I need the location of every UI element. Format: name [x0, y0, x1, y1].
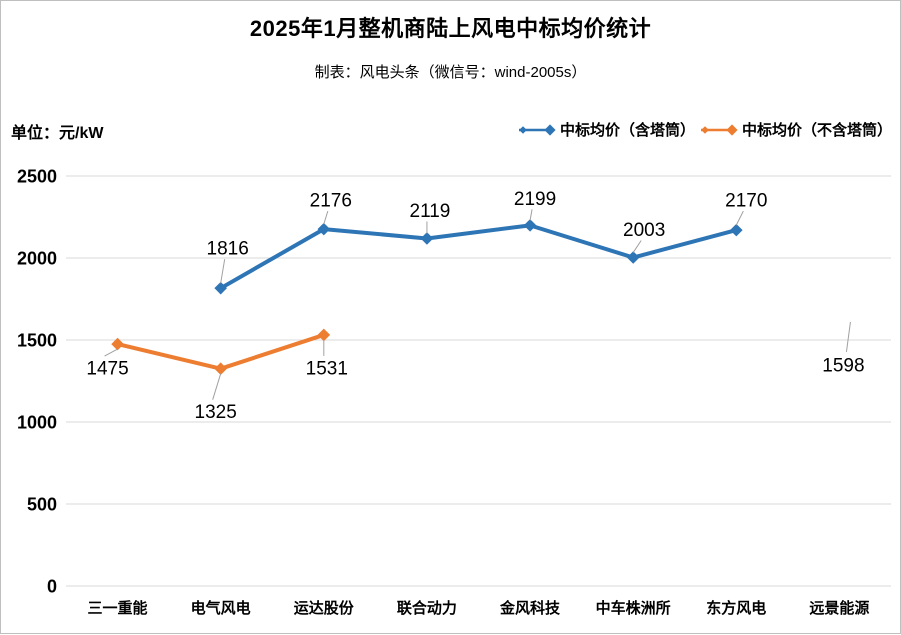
data-point-marker [523, 219, 537, 232]
x-axis-category-label: 远景能源 [809, 599, 869, 617]
leader-line [845, 321, 851, 352]
y-axis-tick-label: 2500 [17, 167, 57, 187]
chart-plot: 0 500 1000 1500 2000 2500 三一重能 电气风电 运达股份 联合动力 金风科技… [17, 167, 891, 617]
series-line-0 [218, 223, 739, 291]
leader-line [220, 259, 226, 284]
data-point-marker [214, 362, 227, 375]
leader-line [632, 240, 642, 253]
data-point-marker [111, 337, 124, 351]
data-point-marker [214, 281, 227, 295]
data-point-marker [626, 251, 640, 264]
y-axis-tick-label: 1500 [17, 331, 57, 351]
leader-line [529, 209, 533, 221]
y-axis-tick-label: 2000 [17, 249, 57, 269]
x-axis-category-label: 中车株洲所 [596, 599, 671, 617]
data-point-label: 2176 [310, 191, 352, 212]
x-axis-category-label: 运达股份 [294, 599, 355, 617]
legend-line-marker-icon [518, 123, 556, 136]
chart-subtitle: 制表：风电头条（微信号：wind-2005s） [314, 64, 587, 81]
legend: 中标均价（含塔筒） 中标均价（不含塔筒） [515, 119, 892, 140]
data-point-marker [420, 232, 434, 245]
data-point-label: 2170 [725, 191, 767, 212]
data-point-label: 1325 [195, 402, 237, 423]
data-point-label: 1598 [822, 355, 864, 376]
y-axis-tick-label: 500 [27, 495, 57, 515]
legend-item-label: 中标均价（含塔筒） [559, 122, 695, 139]
data-point-marker [317, 328, 331, 342]
leader-line [735, 210, 744, 226]
x-axis-category-label: 联合动力 [397, 599, 457, 617]
unit-label: 单位：元/kW [11, 125, 104, 142]
data-point-label: 2119 [410, 201, 451, 222]
data-point-label: 2003 [623, 220, 665, 241]
data-point-marker [730, 223, 743, 237]
legend-item-1: 中标均价（不含塔筒） [697, 119, 892, 140]
data-point-label: 1531 [306, 358, 348, 379]
legend-line-marker-icon [700, 123, 738, 136]
data-point-label: 1816 [207, 239, 249, 260]
leader-line [104, 348, 118, 357]
x-axis-category-label: 三一重能 [88, 599, 148, 617]
y-axis-tick-label: 1000 [17, 413, 57, 433]
leader-line [212, 373, 222, 400]
chart-title: 2025年1月整机商陆上风电中标均价统计 [249, 16, 652, 41]
x-axis-category-label: 东方风电 [706, 599, 766, 617]
legend-item-label: 中标均价（不含塔筒） [741, 122, 892, 139]
leader-line [323, 210, 329, 225]
x-axis-category-label: 电气风电 [191, 599, 251, 617]
data-point-label: 1475 [86, 359, 128, 380]
legend-item-0: 中标均价（含塔筒） [515, 119, 695, 140]
data-point-label: 2199 [514, 189, 556, 210]
x-axis-category-label: 金风科技 [499, 599, 561, 617]
y-axis-tick-label: 0 [47, 577, 57, 597]
